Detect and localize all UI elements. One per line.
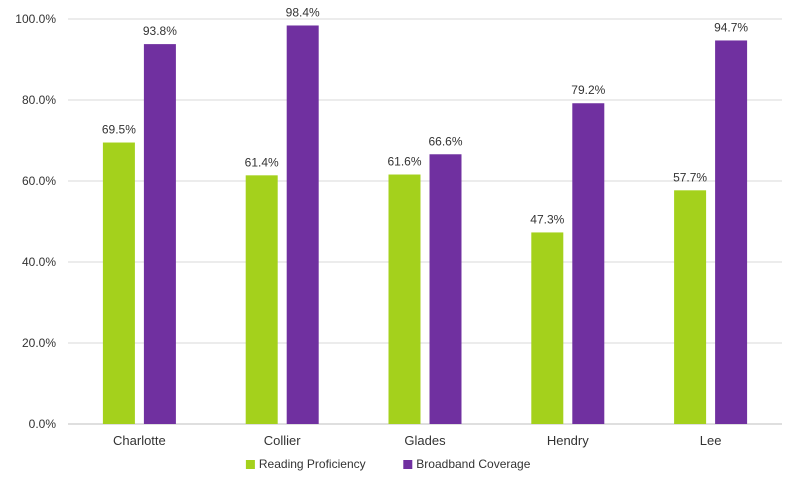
x-axis: Charlotte Collier Glades Hendry Lee [113, 433, 721, 448]
y-axis: 0.0% 20.0% 40.0% 60.0% 80.0% 100.0% [15, 12, 56, 431]
data-label: 57.7% [673, 170, 707, 184]
bars [102, 25, 748, 425]
bar-broadband-coverage [286, 25, 319, 424]
legend-swatch [245, 460, 255, 469]
y-tick-label: 40.0% [22, 255, 56, 269]
x-tick-label: Glades [404, 433, 446, 448]
bar-reading-proficiency [531, 232, 564, 424]
legend: Reading Proficiency Broadband Coverage [245, 457, 531, 471]
data-label: 94.7% [714, 20, 748, 34]
bar-broadband-coverage [143, 44, 176, 425]
data-label: 47.3% [530, 212, 564, 226]
x-tick-label: Lee [700, 433, 722, 448]
y-tick-label: 60.0% [22, 174, 56, 188]
gridlines [68, 18, 782, 425]
bar-broadband-coverage [715, 40, 748, 425]
bar-reading-proficiency [388, 174, 421, 424]
bar-broadband-coverage [572, 103, 605, 425]
y-tick-label: 20.0% [22, 336, 56, 350]
y-tick-label: 80.0% [22, 93, 56, 107]
data-label: 93.8% [143, 24, 177, 38]
x-tick-label: Hendry [547, 433, 589, 448]
bar-broadband-coverage [429, 154, 462, 424]
data-labels: 69.5% 93.8% 61.4% 98.4% 61.6% 66.6% 47.3% 79.2%… [102, 5, 749, 226]
data-label: 98.4% [286, 5, 320, 19]
x-tick-label: Collier [264, 433, 302, 448]
x-tick-label: Charlotte [113, 433, 166, 448]
legend-label: Reading Proficiency [259, 457, 366, 471]
data-label: 79.2% [571, 83, 605, 97]
bar-reading-proficiency [245, 175, 278, 424]
bar-reading-proficiency [102, 142, 135, 424]
data-label: 66.6% [428, 134, 462, 148]
y-tick-label: 0.0% [29, 417, 57, 431]
data-label: 61.4% [245, 155, 279, 169]
y-tick-label: 100.0% [15, 12, 56, 26]
legend-label: Broadband Coverage [416, 457, 530, 471]
bar-reading-proficiency [674, 190, 707, 424]
data-label: 61.6% [387, 155, 421, 169]
data-label: 69.5% [102, 123, 136, 137]
legend-swatch [403, 460, 413, 469]
